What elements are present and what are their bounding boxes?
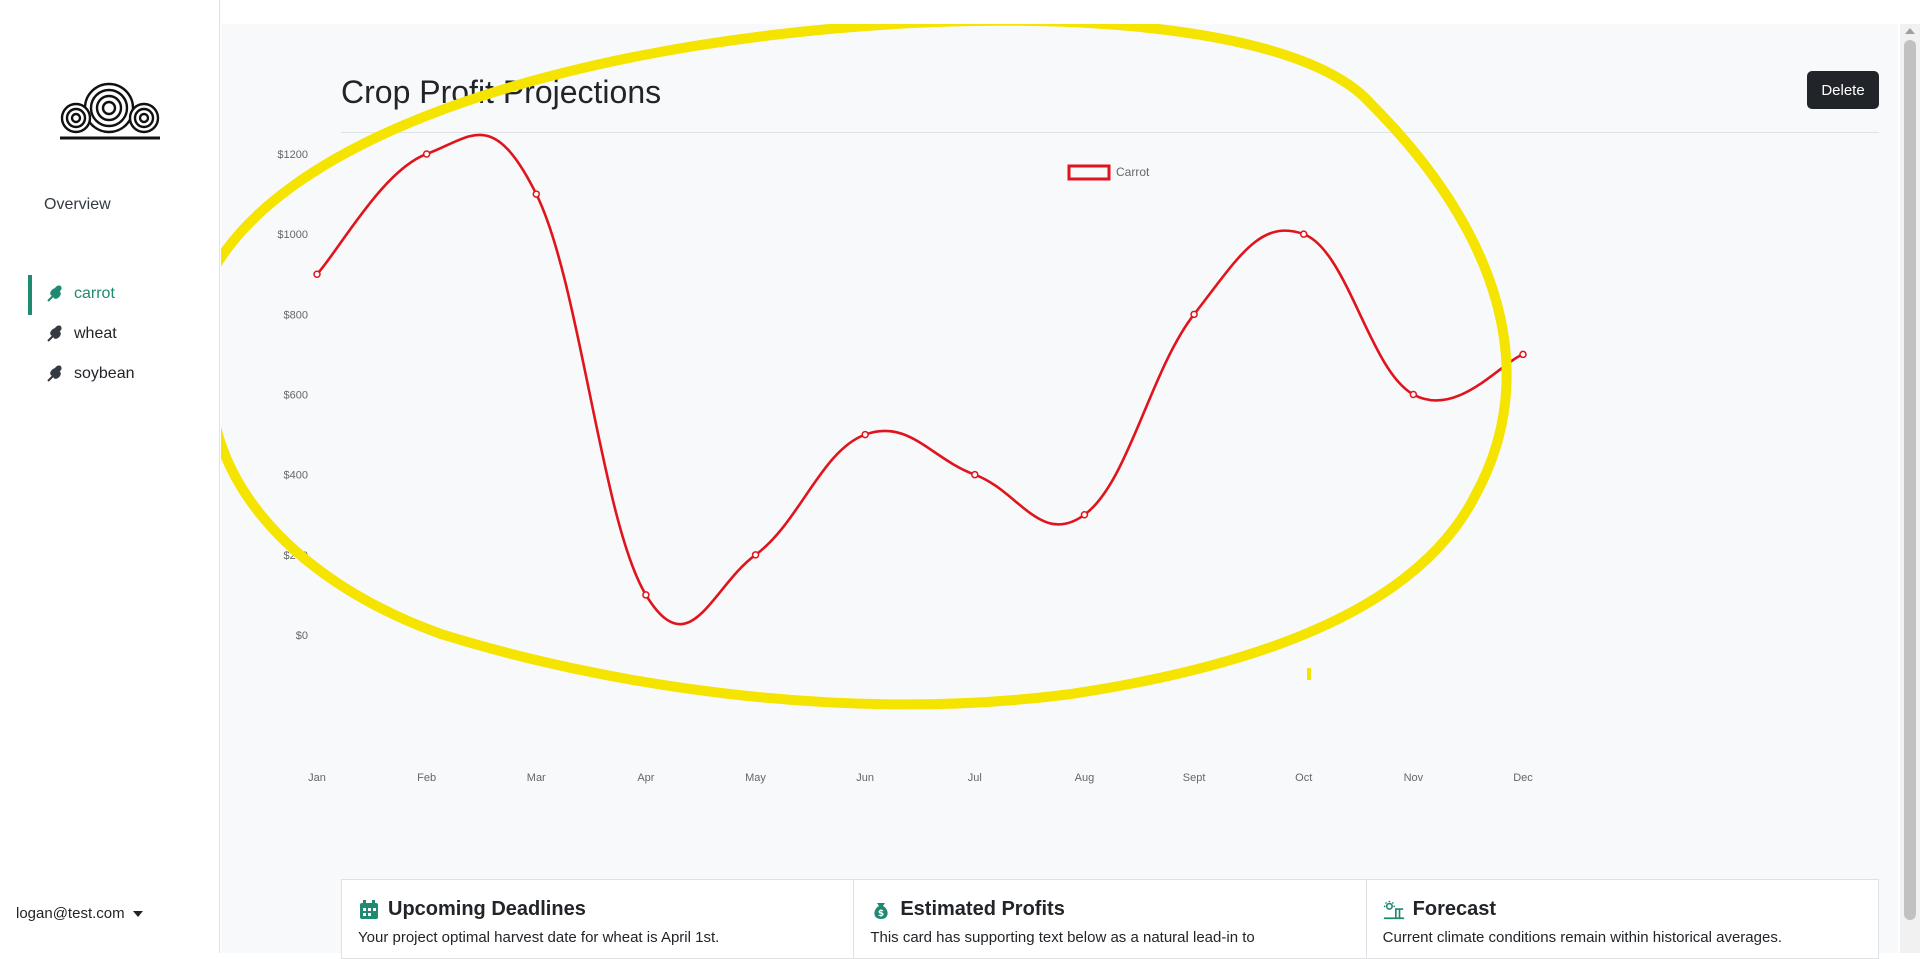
main-content: Crop Profit Projections Delete $0 $200 $40… [221, 24, 1898, 959]
data-point [1190, 310, 1198, 319]
data-point [422, 150, 431, 158]
delete-button[interactable]: Delete [1807, 71, 1879, 109]
sidebar-item-soybean[interactable]: soybean [28, 354, 218, 394]
y-tick-label: $1200 [277, 149, 308, 161]
x-tick-label: May [745, 772, 766, 784]
info-cards: Upcoming Deadlines Your project optimal … [341, 879, 1879, 959]
money-bag-icon: $ [874, 902, 888, 919]
x-tick-label: Jun [856, 772, 874, 784]
scroll-up-arrow-icon[interactable] [1905, 28, 1915, 34]
legend-label: Carrot [1116, 165, 1150, 179]
card-title: Forecast [1412, 898, 1497, 920]
data-point [532, 190, 541, 198]
scroll-thumb[interactable] [1904, 40, 1916, 920]
series-line-carrot [316, 133, 1524, 626]
x-tick-label: Feb [417, 772, 436, 784]
card-text: Your project optimal harvest date for wh… [358, 929, 720, 946]
x-tick-label: Dec [1513, 772, 1533, 784]
data-point [1519, 350, 1527, 359]
wheat-icon [47, 365, 62, 382]
y-tick-label: $800 [284, 309, 308, 321]
nav-overview[interactable]: Overview [44, 196, 111, 213]
sidebar: Overview carrot wheat soybean logan@test… [0, 0, 220, 953]
data-point [1299, 230, 1308, 238]
wheat-icon [47, 325, 62, 342]
data-point [861, 430, 869, 439]
hay-bales-logo [60, 82, 160, 140]
x-tick-label: Mar [527, 772, 546, 784]
data-point [971, 470, 979, 479]
sidebar-item-label: soybean [74, 365, 135, 382]
card-text: Current climate conditions remain within… [1382, 929, 1782, 946]
y-tick-label: $1000 [277, 229, 308, 241]
sidebar-item-wheat[interactable]: wheat [28, 314, 218, 354]
data-point [751, 551, 760, 559]
annotation-ellipse [221, 24, 1512, 710]
calendar-icon [360, 899, 378, 919]
data-point [1409, 390, 1418, 399]
x-tick-label: Aug [1075, 772, 1095, 784]
card-text: This card has supporting text below as a… [870, 929, 1255, 946]
data-point [313, 270, 321, 278]
card-title: Estimated Profits [900, 898, 1065, 920]
svg-text:$: $ [878, 909, 884, 919]
wheat-icon [47, 285, 62, 302]
card-forecast: Forecast Current climate conditions rema… [1367, 880, 1878, 958]
card-estimated-profits: $ Estimated Profits This card has suppor… [854, 880, 1367, 958]
x-tick-label: Sept [1183, 772, 1206, 784]
data-point [1080, 511, 1089, 519]
x-tick-label: Jul [968, 772, 982, 784]
x-tick-label: Nov [1404, 772, 1424, 784]
weather-icon [1383, 900, 1404, 919]
card-upcoming-deadlines: Upcoming Deadlines Your project optimal … [342, 880, 855, 958]
user-menu[interactable]: logan@test.com [16, 905, 143, 922]
legend-swatch [1067, 164, 1111, 181]
user-email: logan@test.com [16, 905, 125, 922]
y-tick-label: $600 [284, 390, 308, 402]
x-tick-label: Oct [1295, 772, 1312, 784]
y-tick-label: $0 [296, 630, 308, 642]
top-strip [221, 0, 1920, 24]
x-tick-label: Apr [637, 772, 654, 784]
caret-down-icon [132, 910, 143, 917]
x-tick-label: Jan [308, 772, 326, 784]
vertical-scrollbar[interactable] [1900, 24, 1920, 953]
card-title: Upcoming Deadlines [388, 898, 586, 920]
sidebar-item-label: carrot [74, 285, 115, 302]
crop-list: carrot wheat soybean [28, 274, 218, 394]
sidebar-item-carrot[interactable]: carrot [28, 274, 218, 315]
divider [341, 132, 1879, 133]
data-point [642, 591, 650, 599]
y-tick-label: $400 [284, 470, 308, 482]
sidebar-item-label: wheat [74, 325, 117, 342]
